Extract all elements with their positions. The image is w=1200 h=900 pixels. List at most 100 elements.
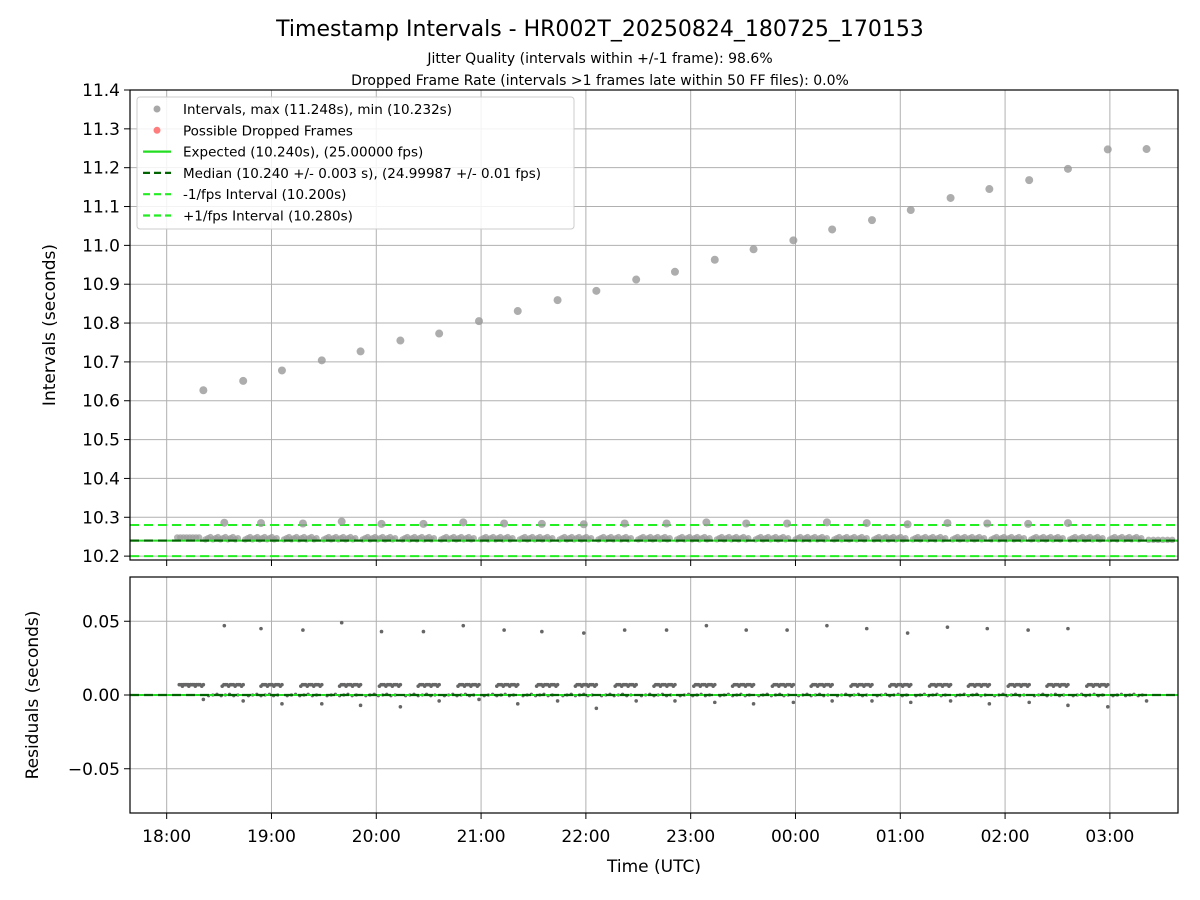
residual-low-point: [477, 697, 481, 702]
residual-low-point: [1144, 699, 1149, 703]
legend-label: Intervals, max (11.248s), min (10.232s): [183, 102, 452, 118]
residual-point: [555, 682, 560, 687]
interval-peak-point: [257, 519, 265, 528]
residual-point: [280, 682, 284, 687]
legend-box: [136, 96, 575, 230]
x-tick-label: 18:00: [142, 827, 191, 847]
interval-peak-point: [459, 518, 468, 527]
y-tick-label: 11.4: [82, 81, 120, 101]
interval-point: [356, 347, 365, 356]
interval-point: [396, 336, 405, 345]
residual-point: [791, 682, 796, 687]
y-tick-label: 11.2: [82, 159, 120, 179]
residual-peak-point: [622, 628, 627, 632]
residual-point: [1105, 682, 1110, 687]
interval-point: [553, 296, 562, 305]
interval-peak-point: [419, 519, 428, 528]
residual-peak-point: [744, 628, 749, 632]
y-tick-label: 10.5: [82, 431, 120, 451]
interval-point: [239, 376, 248, 385]
y-tick-label: 0.00: [82, 686, 120, 706]
interval-point: [317, 356, 326, 365]
y-tick-label: 10.3: [82, 508, 120, 528]
residual-peak-point: [339, 620, 344, 625]
residual-point: [515, 682, 520, 687]
residual-low-point: [870, 699, 874, 703]
y-tick-label: 10.2: [82, 547, 120, 567]
bottom-axes-frame: [129, 576, 1179, 814]
residual-low-point: [594, 706, 599, 711]
residual-point: [1027, 682, 1031, 687]
interval-peak-point: [500, 519, 509, 528]
y-tick-label: −0.05: [68, 760, 120, 780]
residual-low-point: [712, 700, 717, 705]
residual-point: [398, 682, 403, 687]
y-tick-label: 11.1: [82, 198, 120, 218]
residual-low-point: [1066, 703, 1070, 708]
interval-point: [789, 236, 798, 245]
residual-low-point: [201, 697, 206, 702]
residual-point: [477, 682, 481, 687]
residual-low-point: [908, 700, 913, 705]
residual-low-point: [1105, 705, 1110, 709]
x-tick-label: 20:00: [352, 827, 401, 847]
residual-low-point: [673, 699, 677, 703]
interval-point: [867, 216, 876, 225]
x-tick-label: 23:00: [666, 827, 715, 847]
residual-point: [241, 682, 245, 687]
residual-peak-point: [259, 626, 263, 631]
x-tick-label: 19:00: [247, 827, 296, 847]
interval-peak-point: [702, 518, 711, 527]
residual-point: [830, 682, 834, 687]
y-tick-label: 10.6: [82, 392, 120, 412]
legend-label: Possible Dropped Frames: [183, 123, 353, 139]
residual-peak-point: [825, 623, 829, 628]
interval-point: [906, 206, 915, 215]
residual-peak-point: [581, 631, 586, 635]
legend-label: Median (10.240 +/- 0.003 s), (24.99987 +…: [183, 166, 541, 182]
interval-point: [749, 245, 758, 254]
residual-peak-point: [985, 626, 990, 631]
residual-point: [201, 682, 206, 687]
residual-peak-point: [379, 629, 384, 634]
residual-peak-point: [461, 623, 466, 628]
interval-peak-point: [783, 519, 792, 528]
legend: Intervals, max (11.248s), min (10.232s) P…: [136, 96, 575, 230]
intervals-panel: 10.2 10.3 10.4 10.5 10.6 10.7 10.8 10.9 11.0 11.1…: [82, 81, 1179, 567]
legend-marker: [153, 126, 161, 134]
legend-label: Expected (10.240s), (25.00000 fps): [183, 145, 423, 161]
residual-point: [987, 682, 992, 687]
interval-peak-point: [742, 519, 751, 528]
interval-point: [435, 329, 444, 338]
residual-point: [358, 682, 363, 687]
x-tick-label: 22:00: [561, 827, 610, 847]
residual-point: [437, 682, 441, 687]
interval-point: [277, 366, 286, 375]
residual-low-point: [634, 699, 638, 703]
residual-point: [751, 682, 756, 687]
interval-peak-point: [220, 518, 229, 527]
residual-low-point: [437, 699, 441, 703]
y-tick-label: 10.8: [82, 314, 120, 334]
legend-marker: [153, 105, 161, 113]
residual-peak-point: [421, 629, 426, 634]
interval-point: [474, 317, 483, 326]
interval-point: [710, 255, 719, 264]
residual-low-point: [987, 702, 992, 706]
interval-point: [946, 193, 955, 202]
interval-peak-point: [1063, 519, 1072, 528]
interval-point: [592, 286, 601, 295]
residual-point: [908, 682, 913, 687]
interval-peak-point: [943, 519, 952, 528]
residual-peak-point: [540, 629, 544, 634]
legend-label: +1/fps Interval (10.280s): [183, 209, 353, 225]
interval-point: [670, 267, 679, 276]
residual-peak-point: [1066, 626, 1070, 631]
residual-low-point: [280, 702, 284, 706]
residual-point: [870, 682, 874, 687]
residual-low-point: [751, 702, 756, 706]
interval-peak-point: [537, 519, 546, 528]
residual-low-point: [1027, 700, 1031, 705]
residual-peak-point: [222, 623, 227, 628]
